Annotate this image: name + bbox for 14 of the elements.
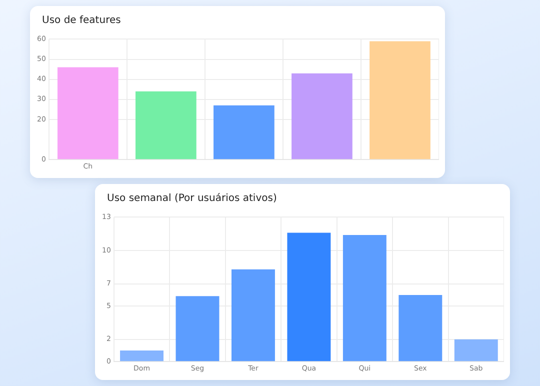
bar bbox=[292, 73, 352, 160]
bar bbox=[57, 67, 118, 160]
chart-title: Uso semanal (Por usuários ativos) bbox=[107, 193, 277, 204]
bar bbox=[287, 232, 331, 362]
bar bbox=[214, 105, 274, 160]
bar bbox=[136, 91, 196, 160]
bar bbox=[398, 294, 442, 362]
bar bbox=[120, 350, 164, 362]
bar bbox=[176, 296, 220, 362]
bar bbox=[370, 41, 430, 160]
bar bbox=[342, 234, 386, 362]
bar bbox=[231, 269, 275, 362]
chart-title: Uso de features bbox=[42, 15, 121, 26]
bar bbox=[454, 339, 498, 362]
